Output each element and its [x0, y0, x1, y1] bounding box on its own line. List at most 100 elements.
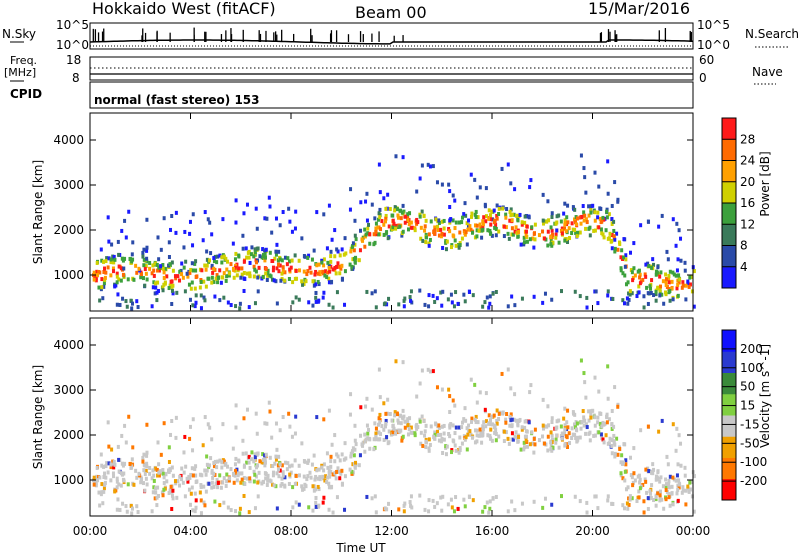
velocity-cell [167, 491, 171, 496]
power-cell [630, 270, 634, 275]
velocity-cell [652, 467, 656, 472]
velocity-cell [103, 471, 107, 476]
velocity-cell [392, 426, 396, 431]
velocity-cell [334, 476, 338, 481]
velocity-cell [155, 467, 159, 472]
velocity-cell [205, 468, 209, 473]
velocity-cell [565, 420, 569, 425]
velocity-cell [475, 400, 479, 405]
velocity-cell [271, 473, 275, 478]
velocity-cell [692, 509, 696, 514]
power-cell [142, 247, 146, 252]
power-cell [291, 300, 295, 305]
velocity-cell [485, 500, 489, 505]
velocity-cell [605, 412, 609, 417]
velocity-cell [162, 487, 166, 492]
velocity-cell [654, 503, 658, 508]
velocity-cell [233, 462, 237, 467]
power-cell [264, 266, 268, 271]
power-cell [533, 222, 537, 227]
velocity-cell [366, 431, 370, 436]
velocity-cell [433, 432, 437, 437]
power-cell [188, 231, 192, 236]
power-cell [504, 212, 508, 217]
velocity-cell [664, 477, 668, 482]
power-cell [311, 279, 315, 284]
velocity-cell [198, 490, 202, 495]
power-cell [211, 270, 215, 275]
velocity-cell [666, 462, 670, 467]
power-cell [373, 216, 377, 221]
velocity-cell [248, 476, 252, 481]
velocity-cell [679, 441, 683, 446]
velocity-cell [383, 506, 387, 511]
power-cell [315, 210, 319, 215]
velocity-cell [615, 436, 619, 441]
power-cell [402, 304, 406, 309]
power-cell [469, 214, 473, 219]
power-cell [306, 255, 310, 260]
power-cell [468, 289, 472, 294]
velocity-cell [439, 495, 443, 500]
velocity-cell [237, 458, 241, 463]
power-cell [323, 273, 327, 278]
power-cell [510, 294, 514, 299]
velocity-cell [322, 495, 326, 500]
velocity-cell [551, 437, 555, 442]
power-cell [317, 262, 321, 267]
power-cell [546, 243, 550, 248]
velocity-cell [675, 473, 679, 478]
velocity-cell [212, 471, 216, 476]
velocity-cell [358, 453, 362, 458]
velocity-cell [457, 425, 461, 430]
power-cell [646, 219, 650, 224]
power-cell [427, 241, 431, 246]
velocity-cell [336, 454, 340, 459]
power-cell [359, 228, 363, 233]
power-cell [453, 226, 457, 231]
velocity-cell [453, 443, 457, 448]
power-cell [257, 265, 261, 270]
power-cell [388, 207, 392, 212]
power-cell [191, 303, 195, 308]
power-cell [451, 218, 455, 223]
velocity-cell [671, 502, 675, 507]
velocity-cell [333, 470, 337, 475]
velocity-cell [475, 433, 479, 438]
power-cell [137, 266, 141, 271]
power-cell [135, 270, 139, 275]
velocity-cell [317, 467, 321, 472]
y-tick-label: 4000 [53, 338, 84, 352]
colorbar-segment [722, 203, 736, 225]
power-cell [667, 273, 671, 278]
velocity-cell [153, 496, 157, 501]
velocity-cell [193, 466, 197, 471]
velocity-cell [550, 433, 554, 438]
velocity-cell [549, 447, 553, 452]
velocity-cell [589, 412, 593, 417]
velocity-cell [247, 454, 251, 459]
power-cell [242, 288, 246, 293]
power-cell [401, 229, 405, 234]
power-cell [514, 213, 518, 218]
power-cell [275, 301, 279, 306]
velocity-cell [655, 475, 659, 480]
power-cell [585, 220, 589, 225]
power-cell [229, 262, 233, 267]
power-cell [576, 230, 580, 235]
velocity-cell [421, 443, 425, 448]
velocity-cell [183, 494, 187, 499]
power-cell [440, 303, 444, 308]
power-cell [664, 272, 668, 277]
power-cell [121, 272, 125, 277]
velocity-cell [654, 494, 658, 499]
velocity-cell [255, 431, 259, 436]
power-cell [600, 219, 604, 224]
power-cell [107, 239, 111, 244]
velocity-cell [176, 479, 180, 484]
velocity-cell [273, 461, 277, 466]
velocity-cell [141, 481, 145, 486]
velocity-cell [448, 425, 452, 430]
velocity-colorbar-label: Velocity [m s^-1] [758, 344, 772, 448]
colorbar-tick-label: 4 [740, 260, 748, 274]
